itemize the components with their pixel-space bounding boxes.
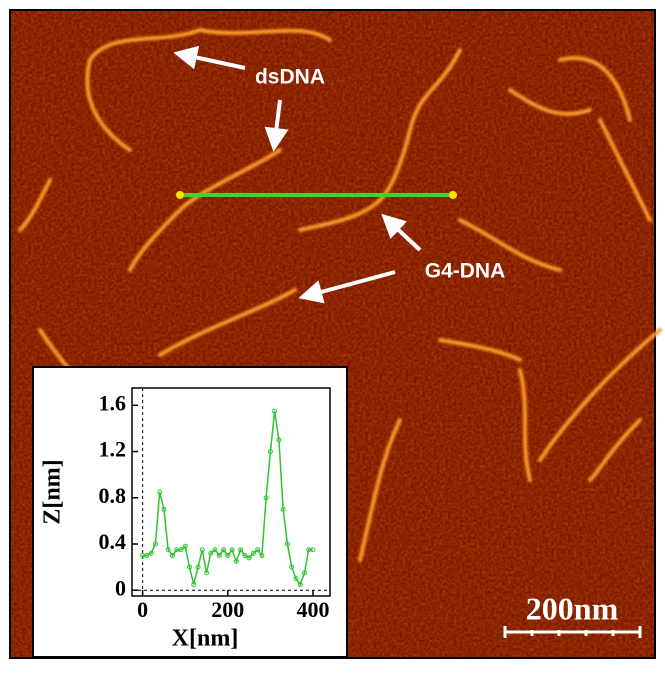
profile-end <box>449 191 457 199</box>
y-axis-label: Z[nm] <box>40 459 66 524</box>
y-tick-label: 1.2 <box>99 437 127 462</box>
page: {"annotations":{"ds_label":"dsDNA","g4_l… <box>0 0 665 673</box>
x-axis-label: X[nm] <box>172 626 239 652</box>
x-tick-label: 400 <box>296 597 329 622</box>
y-tick-label: 0.4 <box>99 529 127 554</box>
scale-label: 200nm <box>526 590 619 626</box>
ds-label: dsDNA <box>255 66 325 89</box>
x-tick-label: 0 <box>137 597 148 622</box>
afm-figure: dsDNA G4-DNA 200nm X[nm] Z[nm] 0 0.4 0.8 1.… <box>0 0 665 668</box>
y-tick-label: 0 <box>115 575 126 600</box>
profile-end <box>176 191 184 199</box>
g4-label: G4-DNA <box>425 260 506 283</box>
y-tick-label: 0.8 <box>99 483 127 508</box>
x-tick-label: 200 <box>211 597 244 622</box>
y-tick-label: 1.6 <box>99 390 127 415</box>
